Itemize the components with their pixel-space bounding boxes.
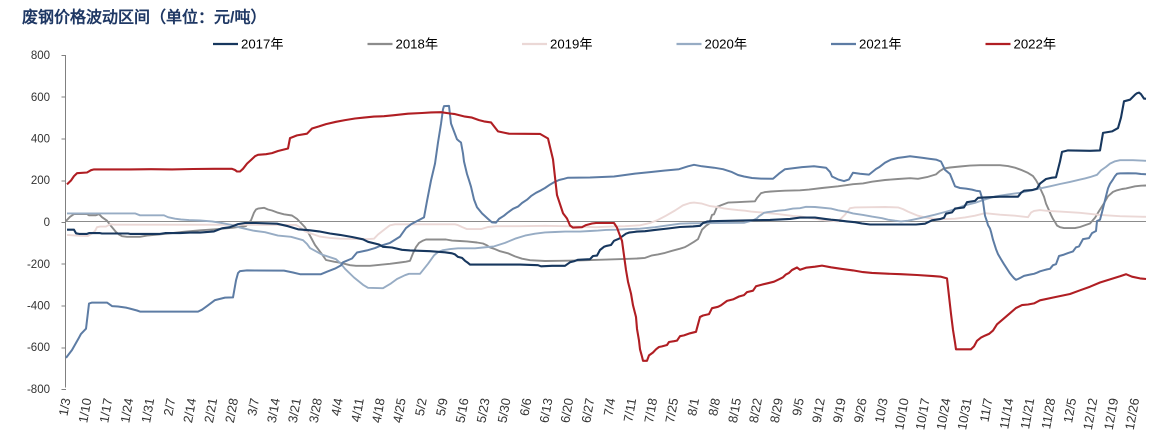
svg-text:废钢价格波动区间（单位：元/吨）: 废钢价格波动区间（单位：元/吨） [22, 8, 266, 27]
svg-text:2020年: 2020年 [705, 37, 748, 52]
svg-text:2/28: 2/28 [222, 397, 241, 424]
svg-text:12/26: 12/26 [1122, 397, 1142, 431]
svg-text:5/23: 5/23 [473, 397, 492, 424]
svg-text:9/5: 9/5 [789, 397, 807, 417]
svg-text:2017年: 2017年 [241, 37, 284, 52]
svg-text:8/1: 8/1 [684, 397, 702, 417]
svg-text:1/3: 1/3 [56, 397, 74, 417]
svg-text:10/31: 10/31 [954, 397, 974, 431]
svg-text:12/19: 12/19 [1101, 397, 1121, 431]
svg-text:4/11: 4/11 [348, 397, 367, 423]
svg-text:11/7: 11/7 [977, 397, 996, 423]
svg-text:2019年: 2019年 [550, 37, 593, 52]
svg-text:12/12: 12/12 [1080, 397, 1100, 431]
svg-text:3/7: 3/7 [244, 397, 262, 417]
svg-text:7/25: 7/25 [662, 397, 681, 424]
svg-text:5/9: 5/9 [433, 397, 451, 417]
svg-text:2/7: 2/7 [160, 397, 178, 417]
svg-text:7/18: 7/18 [641, 397, 660, 424]
svg-text:6/13: 6/13 [536, 397, 555, 424]
svg-text:600: 600 [31, 92, 50, 104]
svg-text:11/28: 11/28 [1038, 397, 1058, 430]
svg-text:10/10: 10/10 [891, 397, 911, 431]
svg-text:7/4: 7/4 [600, 397, 618, 417]
svg-text:5/2: 5/2 [412, 397, 430, 417]
svg-text:8/15: 8/15 [725, 397, 744, 424]
svg-text:-800: -800 [27, 384, 50, 396]
svg-text:8/29: 8/29 [767, 397, 786, 424]
svg-text:2/14: 2/14 [180, 397, 199, 424]
svg-text:9/12: 9/12 [809, 397, 828, 424]
svg-text:2021年: 2021年 [859, 37, 902, 52]
svg-text:4/18: 4/18 [369, 397, 388, 424]
svg-text:2/21: 2/21 [201, 397, 220, 424]
svg-text:12/5: 12/5 [1060, 397, 1079, 424]
svg-text:4/4: 4/4 [328, 397, 346, 417]
svg-text:3/21: 3/21 [285, 397, 304, 424]
svg-text:3/14: 3/14 [264, 397, 283, 424]
svg-text:8/22: 8/22 [746, 397, 765, 424]
svg-text:5/16: 5/16 [452, 397, 471, 424]
svg-text:10/17: 10/17 [912, 397, 932, 431]
svg-text:-600: -600 [27, 342, 50, 354]
svg-text:7/11: 7/11 [620, 397, 639, 423]
svg-text:6/20: 6/20 [557, 397, 576, 424]
svg-text:8/8: 8/8 [705, 397, 723, 417]
svg-text:9/26: 9/26 [851, 397, 870, 424]
svg-text:0: 0 [44, 217, 50, 229]
svg-text:9/19: 9/19 [830, 397, 849, 424]
svg-text:-400: -400 [27, 301, 50, 313]
svg-text:6/6: 6/6 [517, 397, 535, 417]
svg-text:2022年: 2022年 [1014, 37, 1057, 52]
svg-text:4/25: 4/25 [390, 397, 409, 424]
svg-text:11/14: 11/14 [996, 397, 1016, 430]
svg-text:2018年: 2018年 [396, 37, 439, 52]
svg-text:1/17: 1/17 [96, 397, 115, 424]
svg-text:800: 800 [31, 50, 50, 62]
svg-text:10/24: 10/24 [933, 397, 953, 431]
svg-text:200: 200 [31, 175, 50, 187]
svg-text:1/24: 1/24 [117, 397, 136, 424]
svg-text:6/27: 6/27 [578, 397, 597, 424]
svg-text:1/10: 1/10 [75, 397, 94, 424]
svg-text:11/21: 11/21 [1017, 397, 1037, 430]
svg-text:1/31: 1/31 [138, 397, 157, 424]
svg-text:10/3: 10/3 [872, 397, 891, 424]
svg-text:3/28: 3/28 [306, 397, 325, 424]
svg-text:-200: -200 [27, 259, 50, 271]
svg-text:400: 400 [31, 134, 50, 146]
svg-text:5/30: 5/30 [494, 397, 513, 424]
